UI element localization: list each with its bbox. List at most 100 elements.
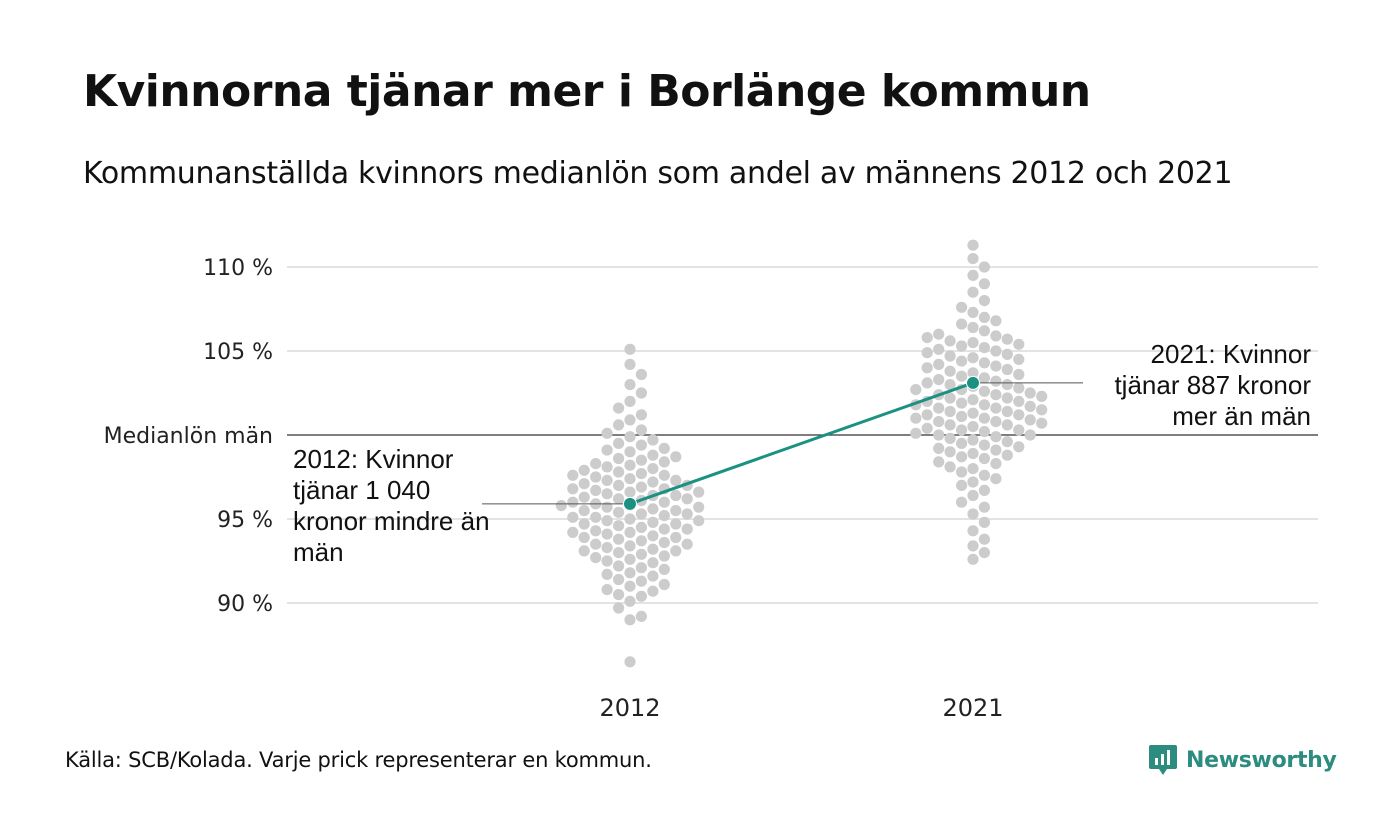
municipality-dot [681, 523, 693, 535]
municipality-dot [658, 456, 670, 468]
municipality-dot [635, 590, 648, 602]
municipality-dot [567, 496, 579, 508]
municipality-dot [967, 434, 979, 446]
municipality-dot [921, 347, 933, 359]
municipality-dot [601, 488, 613, 500]
municipality-dot [933, 456, 945, 468]
municipality-dot [1001, 449, 1013, 461]
municipality-dot [967, 269, 979, 281]
municipality-dot [978, 342, 991, 354]
municipality-dot [635, 439, 648, 451]
municipality-dot [601, 555, 613, 567]
municipality-dot [956, 370, 968, 382]
y-tick-label: 105 % [203, 340, 273, 365]
municipality-dot [635, 562, 648, 574]
municipality-dot [990, 431, 1002, 443]
municipality-dot [578, 478, 590, 490]
municipality-dot [921, 332, 933, 344]
municipality-dot [658, 523, 670, 535]
municipality-dot [990, 389, 1002, 401]
municipality-dot [670, 505, 682, 517]
municipality-dot [658, 578, 670, 591]
x-tick-label: 2012 [599, 694, 660, 722]
municipality-dot [956, 451, 968, 463]
municipality-dot [658, 536, 670, 549]
municipality-dot [978, 484, 991, 496]
municipality-dot [967, 476, 979, 488]
municipality-dot [613, 533, 625, 545]
municipality-dot [635, 387, 648, 399]
municipality-dot [978, 325, 991, 337]
municipality-dot [624, 395, 636, 407]
municipality-dot [647, 570, 659, 582]
municipality-dot [613, 573, 625, 586]
municipality-dot [944, 405, 956, 418]
municipality-dot [1001, 379, 1013, 391]
municipality-dot [601, 528, 613, 540]
municipality-dot [910, 384, 922, 396]
municipality-dot [635, 535, 648, 547]
municipality-dot [624, 379, 636, 391]
municipality-dot [613, 560, 625, 572]
municipality-dot [624, 580, 636, 592]
municipality-dot [967, 337, 979, 349]
municipality-dot [635, 610, 648, 623]
municipality-dot [978, 357, 991, 369]
municipality-dot [647, 516, 659, 529]
municipality-dot [956, 424, 968, 436]
municipality-dot [956, 437, 968, 449]
municipality-dot [978, 426, 991, 438]
municipality-dot [670, 451, 682, 463]
municipality-dot [613, 466, 625, 478]
municipality-dot [658, 469, 670, 481]
municipality-dot [567, 469, 579, 481]
brand-name: Newsworthy [1186, 747, 1337, 773]
municipality-dot [613, 402, 625, 414]
municipality-dot [647, 557, 659, 569]
municipality-dot [647, 434, 659, 446]
municipality-dot [624, 343, 636, 355]
municipality-dot [613, 493, 625, 505]
municipality-dot [956, 340, 968, 352]
municipality-dot [944, 350, 956, 362]
municipality-dot [601, 568, 613, 581]
municipality-dot [555, 500, 567, 512]
municipality-dot [990, 444, 1002, 456]
municipality-dot [624, 595, 636, 607]
municipality-dot [933, 429, 945, 441]
municipality-dot [578, 505, 590, 517]
municipality-dot [944, 446, 956, 458]
municipality-dot [990, 360, 1002, 372]
municipality-dot [624, 358, 636, 370]
municipality-dot [933, 343, 945, 355]
municipality-dot [933, 374, 945, 386]
municipality-dot [1036, 417, 1048, 429]
municipality-dot [944, 419, 956, 431]
municipality-dot [670, 545, 682, 557]
municipality-dot [990, 375, 1002, 387]
municipality-dot [590, 511, 602, 523]
municipality-dot [1001, 436, 1013, 448]
municipality-dot [1024, 387, 1036, 399]
municipality-dot [1001, 392, 1013, 404]
municipality-dot [956, 410, 968, 423]
municipality-dot [990, 402, 1002, 414]
municipality-dot [967, 286, 979, 298]
municipality-dot [578, 545, 590, 557]
municipality-dot [635, 424, 648, 436]
municipality-dot [590, 538, 602, 550]
x-axis: 2012 2021 [599, 694, 1003, 722]
municipality-dot [1001, 419, 1013, 431]
municipality-dot [635, 508, 648, 520]
y-tick-label: 95 % [217, 508, 273, 533]
municipality-dot [990, 345, 1002, 357]
municipality-dot [624, 486, 636, 498]
municipality-dot [978, 439, 991, 451]
municipality-dot [624, 553, 636, 565]
municipality-dot [647, 530, 659, 542]
municipality-dot [658, 442, 670, 454]
municipality-dot [990, 416, 1002, 428]
municipality-dot [658, 496, 670, 508]
borlange-trend-line [629, 381, 974, 506]
municipality-dot [681, 508, 693, 520]
